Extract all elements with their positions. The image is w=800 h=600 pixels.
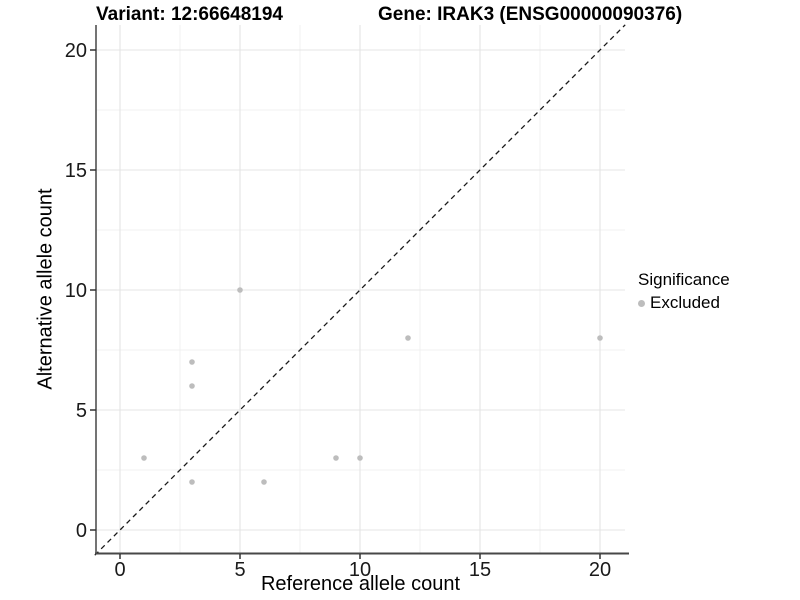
data-point (141, 455, 147, 461)
data-point (597, 335, 603, 341)
legend-item-label: Excluded (650, 293, 720, 312)
data-point (189, 383, 195, 389)
x-axis-title: Reference allele count (260, 573, 460, 595)
legend-item-excluded: Excluded (638, 293, 730, 313)
x-tick-label: 0 (114, 559, 125, 581)
x-tick-label: 10 (349, 559, 371, 581)
y-tick-label: 20 (65, 40, 87, 62)
x-tick-label: 20 (589, 559, 611, 581)
x-tick-label: 5 (234, 559, 245, 581)
legend-point-icon (638, 299, 645, 307)
y-axis-title: Alternative allele count (34, 188, 57, 390)
x-tick-label: 15 (469, 559, 491, 581)
y-tick-label: 10 (65, 280, 87, 302)
data-point (357, 455, 363, 461)
y-tick-label: 15 (65, 160, 87, 182)
y-tick-label: 0 (76, 520, 87, 542)
data-point (189, 479, 195, 485)
identity-dashed-line (94, 24, 626, 556)
data-point (237, 287, 243, 293)
data-point (333, 455, 339, 461)
gene-title: Gene: IRAK3 (ENSG00000090376) (378, 4, 683, 25)
variant-title: Variant: 12:66648194 (96, 4, 283, 25)
legend: Significance Excluded (638, 270, 730, 313)
data-point (261, 479, 267, 485)
y-tick-label: 5 (76, 400, 87, 422)
data-point (405, 335, 411, 341)
data-point (189, 359, 195, 365)
legend-title: Significance (638, 270, 730, 289)
